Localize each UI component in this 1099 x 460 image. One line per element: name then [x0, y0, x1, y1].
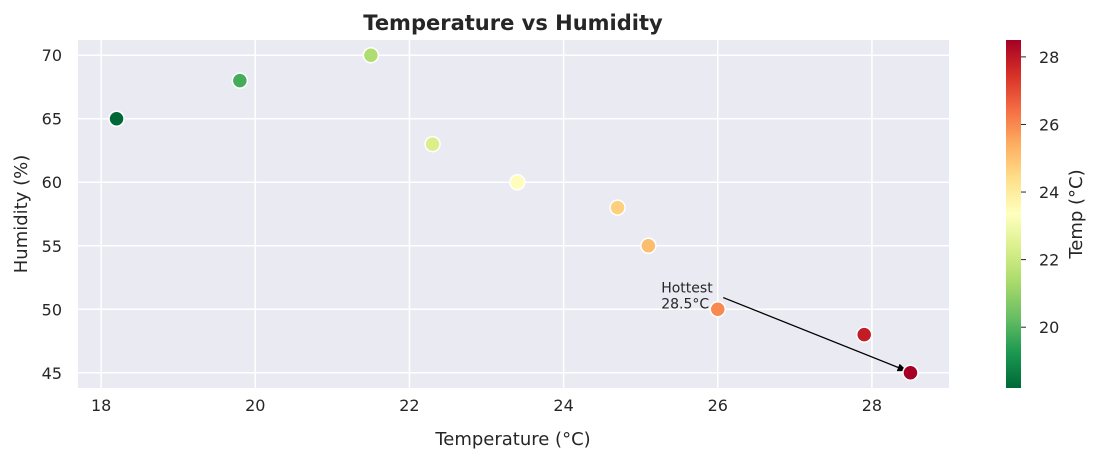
colorbar-gradient — [1006, 40, 1021, 388]
x-tick-label: 22 — [399, 396, 419, 415]
y-tick-label: 50 — [42, 300, 62, 319]
scatter-point — [362, 46, 380, 64]
annotation-arrow — [722, 296, 908, 372]
colorbar-ticks: 20 22 24 26 28 — [1021, 48, 1059, 337]
y-tick-label: 65 — [42, 110, 62, 129]
y-tick-label: 60 — [42, 173, 62, 192]
scatter-point — [231, 72, 249, 89]
x-tick-label: 20 — [245, 396, 265, 415]
annotation-label-line1: Hottest — [661, 281, 713, 297]
scatter-point — [640, 237, 657, 255]
scatter-point — [609, 199, 626, 216]
scatter-point — [855, 326, 873, 343]
annotation: Hottest 28.5°C — [661, 281, 908, 372]
tick-labels: 18 20 22 24 26 28 45 50 55 60 65 70 — [42, 46, 882, 415]
colorbar-label: Temp (°C) — [1066, 169, 1087, 259]
colorbar-tick-label: 26 — [1039, 115, 1059, 134]
colorbar-tick-label: 24 — [1039, 183, 1059, 202]
scatter-point — [108, 110, 125, 127]
x-tick-label: 18 — [91, 396, 111, 415]
x-tick-label: 24 — [553, 396, 573, 415]
data-points — [108, 46, 919, 382]
x-tick-label: 26 — [708, 396, 728, 415]
colorbar: 20 22 24 26 28 Temp (°C) — [1006, 40, 1087, 388]
y-tick-label: 55 — [42, 237, 62, 256]
chart-title: Temperature vs Humidity — [363, 11, 663, 35]
colorbar-tick-label: 20 — [1039, 318, 1059, 337]
scatter-point — [902, 364, 919, 382]
y-tick-label: 70 — [42, 46, 62, 65]
y-axis-label: Humidity (%) — [11, 155, 32, 274]
x-tick-label: 28 — [862, 396, 882, 415]
scatter-point — [509, 173, 526, 191]
x-axis-label: Temperature (°C) — [434, 429, 590, 450]
annotation-label-line2: 28.5°C — [661, 297, 709, 313]
colorbar-tick-label: 28 — [1039, 48, 1059, 67]
y-tick-label: 45 — [42, 364, 62, 383]
scatter-point — [709, 301, 727, 318]
scatter-point — [424, 135, 441, 153]
colorbar-tick-label: 22 — [1039, 251, 1059, 270]
